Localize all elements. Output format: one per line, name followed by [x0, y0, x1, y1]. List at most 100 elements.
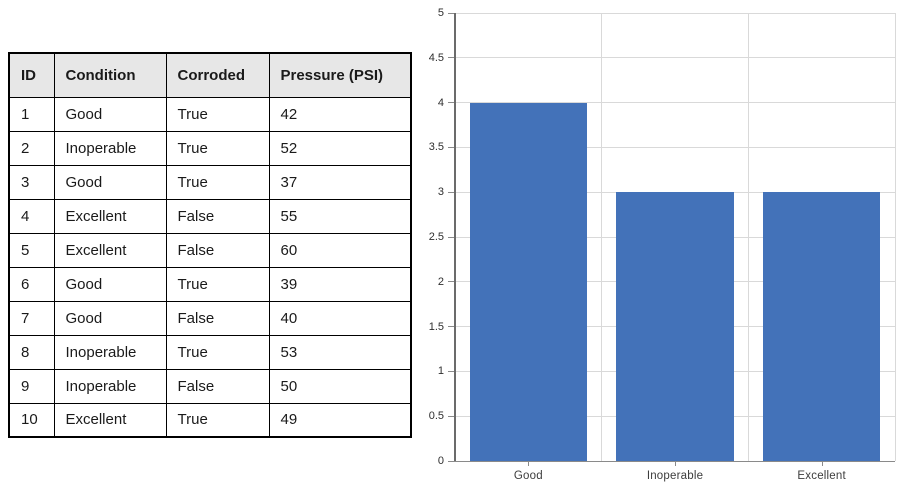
vertical-gridline — [894, 13, 896, 461]
vertical-gridline — [601, 13, 603, 461]
y-axis-tick — [448, 415, 454, 417]
table-cell: 8 — [8, 334, 55, 370]
y-axis-tick-label: 1 — [437, 365, 444, 378]
table-cell: Excellent — [53, 402, 167, 438]
y-axis-tick — [448, 326, 454, 328]
table-cell: 3 — [8, 164, 55, 200]
x-axis-category-label: Good — [513, 470, 543, 482]
table-cell: 40 — [268, 300, 412, 336]
pipe-data-table: ID Condition Corroded Pressure (PSI) 1 Good T… — [8, 52, 412, 438]
y-axis-tick-label: 4.5 — [428, 51, 444, 64]
x-axis-category-label: Excellent — [797, 470, 846, 482]
y-axis-tick-label: 2 — [437, 275, 444, 288]
table-cell: 55 — [268, 198, 412, 234]
x-axis-tick — [528, 461, 530, 466]
bar-good — [469, 102, 587, 461]
y-axis-tick — [448, 370, 454, 372]
bar-excellent — [763, 192, 881, 461]
y-axis-tick — [448, 191, 454, 193]
table-cell: 9 — [8, 368, 55, 404]
y-axis-tick-label: 3.5 — [428, 141, 444, 154]
table-row: 10 Excellent True 49 — [8, 402, 412, 438]
horizontal-gridline — [455, 146, 895, 148]
table-cell: 10 — [8, 402, 55, 438]
y-axis-tick — [448, 12, 454, 14]
table-cell: 53 — [268, 334, 412, 370]
horizontal-gridline — [455, 12, 895, 14]
table-cell: False — [165, 300, 270, 336]
table-cell: Inoperable — [53, 130, 167, 166]
table-cell: Good — [53, 266, 167, 302]
table-cell: Excellent — [53, 198, 167, 234]
y-axis-tick — [448, 146, 454, 148]
table-cell: 50 — [268, 368, 412, 404]
column-header: ID — [8, 52, 55, 98]
table-cell: True — [165, 334, 270, 370]
y-axis-tick-label: 5 — [437, 7, 444, 19]
table-cell: 49 — [268, 402, 412, 438]
table-cell: True — [165, 266, 270, 302]
table-cell: False — [165, 232, 270, 268]
table-cell: True — [165, 96, 270, 132]
table-cell: 6 — [8, 266, 55, 302]
horizontal-gridline — [455, 191, 895, 193]
table-row: 9 Inoperable False 50 — [8, 368, 412, 404]
column-header: Corroded — [165, 52, 270, 98]
x-axis-tick — [675, 461, 676, 466]
table-cell: Inoperable — [53, 334, 167, 370]
column-header: Pressure (PSI) — [268, 52, 412, 98]
table-cell: Inoperable — [53, 368, 167, 404]
table-cell: False — [165, 368, 270, 404]
table-cell: 2 — [8, 130, 55, 166]
horizontal-gridline — [455, 102, 895, 104]
column-header: Condition — [53, 52, 167, 98]
table-cell: 1 — [8, 96, 55, 132]
y-axis-tick-label: 2.5 — [428, 231, 444, 243]
table-row: 7 Good False 40 — [8, 300, 412, 336]
table-cell: Good — [53, 164, 167, 200]
y-axis-tick-label: 4 — [437, 96, 444, 109]
vertical-gridline — [747, 13, 749, 461]
table-cell: 4 — [8, 198, 55, 234]
table-cell: False — [165, 198, 270, 234]
table-cell: 52 — [268, 130, 412, 166]
y-axis-tick — [448, 57, 454, 59]
table-row: 6 Good True 39 — [8, 266, 412, 302]
table-cell: 7 — [8, 300, 55, 336]
y-axis-tick — [448, 281, 454, 283]
table-cell: True — [165, 130, 270, 166]
y-axis-tick-label: 1.5 — [428, 320, 444, 333]
table-header-row: ID Condition Corroded Pressure (PSI) — [8, 52, 412, 98]
plot-area: 0 0.5 1 1.5 2 2.5 3 3.5 4 4.5 5 Good Inoperable Excel… — [429, 7, 896, 482]
horizontal-gridline — [455, 57, 895, 59]
y-axis-line — [454, 13, 456, 461]
table-cell: True — [165, 164, 270, 200]
table-cell: Excellent — [53, 232, 167, 268]
table-row: 3 Good True 37 — [8, 164, 412, 200]
bar-chart: 0 0.5 1 1.5 2 2.5 3 3.5 4 4.5 5 Good Inoperable Excel… — [420, 0, 904, 487]
y-axis-tick-label: 0.5 — [428, 410, 444, 423]
x-axis-category-label: Inoperable — [646, 470, 704, 482]
table-cell: Good — [53, 96, 167, 132]
table-cell: 42 — [268, 96, 412, 132]
bar-inoperable — [616, 192, 734, 461]
table-cell: 39 — [268, 266, 412, 302]
table-cell: True — [165, 402, 270, 438]
y-axis-tick — [448, 460, 454, 462]
table-cell: Good — [53, 300, 167, 336]
table-row: 2 Inoperable True 52 — [8, 130, 412, 166]
table-row: 1 Good True 42 — [8, 96, 412, 132]
y-axis-tick-label: 3 — [437, 186, 444, 199]
y-axis-tick-label: 0 — [437, 455, 444, 467]
x-axis-tick — [821, 461, 823, 466]
table-cell: 37 — [268, 164, 412, 200]
table-cell: 5 — [8, 232, 55, 268]
x-axis-line — [454, 460, 895, 462]
table-row: 5 Excellent False 60 — [8, 232, 412, 268]
y-axis-tick — [448, 102, 454, 104]
y-axis-tick — [448, 236, 454, 238]
table-row: 4 Excellent False 55 — [8, 198, 412, 234]
table-row: 8 Inoperable True 53 — [8, 334, 412, 370]
table-cell: 60 — [268, 232, 412, 268]
